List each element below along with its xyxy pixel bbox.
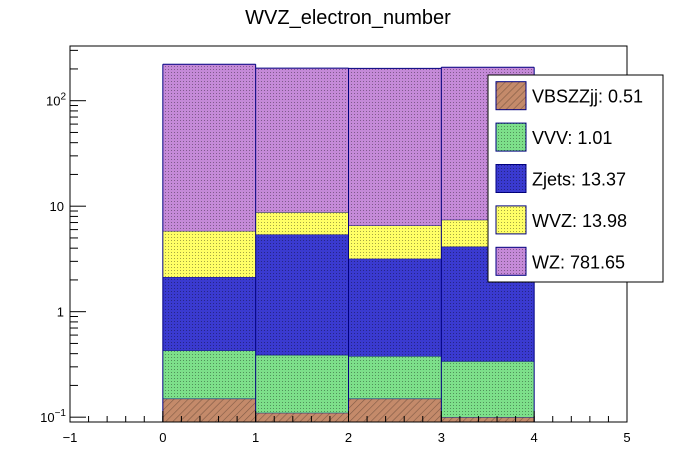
x-tick-label: 2 bbox=[345, 430, 352, 445]
legend: VBSZZjj: 0.51 VVV: 1.01 Zjets: 13.37 WVZ: 1… bbox=[487, 74, 664, 283]
bar-vbszzjj-bin-3 bbox=[441, 416, 535, 422]
x-tick-label: 1 bbox=[252, 430, 259, 445]
bar-vvv-bin-2 bbox=[348, 355, 442, 399]
legend-item-wvz: WVZ: 13.98 bbox=[495, 205, 627, 235]
stack-outline bbox=[162, 64, 535, 422]
x-tick-label: 5 bbox=[623, 430, 630, 445]
legend-item-zjets: Zjets: 13.37 bbox=[495, 164, 626, 193]
bar-wvz-bin-1 bbox=[255, 211, 349, 235]
y-tick-label: 10−1 bbox=[40, 408, 66, 425]
x-tick-label: 4 bbox=[531, 430, 538, 445]
legend-item-wz: WZ: 781.65 bbox=[495, 246, 625, 276]
x-tick-label: −1 bbox=[63, 430, 78, 445]
bar-vbszzjj-bin-0 bbox=[162, 398, 256, 422]
bar-wvz-bin-0 bbox=[162, 230, 256, 278]
bar-vbszzjj-bin-1 bbox=[255, 412, 349, 422]
legend-label: VBSZZjj: 0.51 bbox=[532, 87, 643, 107]
bar-wz-bin-0 bbox=[162, 63, 256, 231]
bar-wvz-bin-2 bbox=[348, 224, 442, 259]
bar-wz-bin-1 bbox=[255, 67, 349, 213]
chart-title: WVZ_electron_number bbox=[245, 7, 451, 29]
bar-vvv-bin-3 bbox=[441, 360, 535, 418]
legend-label: Zjets: 13.37 bbox=[532, 170, 626, 190]
legend-item-vbszzjj: VBSZZjj: 0.51 bbox=[495, 81, 643, 111]
axes-layer: −1 0 1 2 3 4 5 10−1 1 10 102 bbox=[40, 49, 631, 445]
legend-item-vvv: VVV: 1.01 bbox=[495, 122, 612, 152]
legend-label: VVV: 1.01 bbox=[532, 128, 612, 148]
legend-label: WVZ: 13.98 bbox=[532, 211, 627, 231]
bar-zjets-bin-2 bbox=[348, 258, 442, 357]
bar-zjets-bin-0 bbox=[162, 276, 256, 351]
bar-vbszzjj-bin-2 bbox=[348, 398, 442, 422]
bar-vvv-bin-0 bbox=[162, 349, 256, 399]
y-tick-label: 1 bbox=[57, 305, 64, 320]
legend-label: WZ: 781.65 bbox=[532, 252, 625, 272]
x-tick-label: 3 bbox=[438, 430, 445, 445]
bar-wz-bin-2 bbox=[348, 67, 442, 226]
bars-layer bbox=[162, 63, 535, 422]
x-tick-label: 0 bbox=[159, 430, 166, 445]
bar-vvv-bin-1 bbox=[255, 354, 349, 413]
bar-zjets-bin-1 bbox=[255, 234, 349, 355]
y-tick-label: 102 bbox=[46, 92, 66, 109]
y-tick-label: 10 bbox=[50, 199, 64, 214]
